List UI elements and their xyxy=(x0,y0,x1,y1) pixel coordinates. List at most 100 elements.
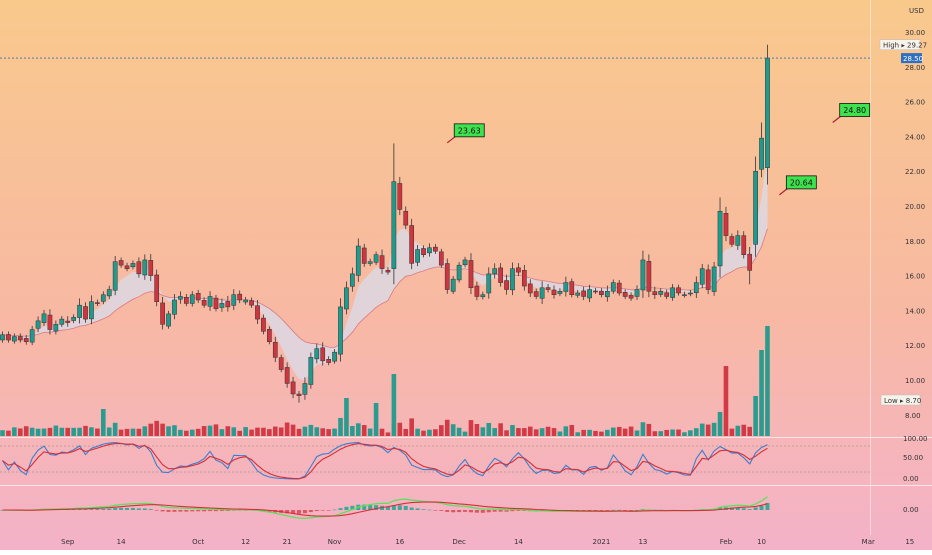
volume-bar xyxy=(350,425,355,436)
candle-body xyxy=(427,247,432,254)
candle xyxy=(326,356,331,366)
volume-bar xyxy=(628,426,634,436)
candle xyxy=(237,290,243,304)
candle xyxy=(290,376,296,399)
volume-bar xyxy=(575,432,581,436)
candle xyxy=(201,297,207,308)
candle-body xyxy=(741,235,747,255)
volume-bar xyxy=(124,428,130,436)
volume-bar xyxy=(379,428,385,436)
candle xyxy=(59,316,65,327)
macd-hist-bar xyxy=(385,506,390,510)
macd-hist-bar xyxy=(409,507,414,510)
y-tick-label: 14.00 xyxy=(905,307,925,315)
candle xyxy=(154,269,160,307)
candle-body xyxy=(723,213,729,236)
macd-hist-bar xyxy=(166,510,171,512)
macd-hist-bar xyxy=(196,510,201,512)
candle-body xyxy=(682,294,687,296)
indicator-tick-label: 50.00 xyxy=(903,454,923,462)
candle-body xyxy=(278,357,284,370)
macd-hist-bar xyxy=(581,510,586,511)
candle-body xyxy=(213,297,219,309)
candle-body xyxy=(243,299,248,303)
candle-body xyxy=(533,291,539,297)
x-tick-label: 10 xyxy=(757,538,766,546)
candle xyxy=(118,257,124,268)
candle-body xyxy=(587,289,592,299)
candle-body xyxy=(379,255,385,269)
candle-body xyxy=(124,265,130,269)
volume-bar xyxy=(314,427,320,436)
candle-body xyxy=(189,294,195,304)
candle-body xyxy=(545,287,551,290)
macd-hist-bar xyxy=(297,510,301,514)
candle-body xyxy=(255,305,260,320)
candle-body xyxy=(267,329,272,342)
candle xyxy=(646,254,652,298)
candle xyxy=(652,286,658,299)
candle-body xyxy=(41,313,47,323)
y-tick-label: 10.00 xyxy=(905,377,925,385)
macd-hist-bar xyxy=(219,510,224,512)
candle-body xyxy=(118,260,124,266)
macd-hist-bar xyxy=(397,505,402,510)
candle-body xyxy=(415,249,420,263)
candle-body xyxy=(693,282,699,294)
candle-body xyxy=(551,289,557,295)
candle-body xyxy=(130,263,136,268)
volume-bar xyxy=(136,428,142,436)
candle xyxy=(468,253,474,295)
macd-hist-bar xyxy=(718,507,723,510)
x-tick-label: 14 xyxy=(514,538,523,546)
y-tick-label: 20.00 xyxy=(905,203,925,211)
candle-body xyxy=(670,287,675,298)
x-tick-label: Nov xyxy=(328,538,342,546)
candle-body xyxy=(486,273,492,294)
macd-hist-bar xyxy=(617,509,622,511)
volume-bar xyxy=(373,403,379,436)
candle xyxy=(355,238,361,282)
candle-body xyxy=(373,254,379,263)
candle xyxy=(765,44,770,185)
volume-bar xyxy=(403,428,409,436)
y-tick-label: 26.00 xyxy=(905,99,925,107)
candle-body xyxy=(433,246,438,252)
macd-hist-bar xyxy=(635,509,640,511)
candle xyxy=(272,336,278,363)
volume-bar xyxy=(332,428,337,436)
volume-bar xyxy=(23,426,29,436)
volume-bar xyxy=(593,430,598,436)
macd-hist-bar xyxy=(89,509,94,510)
volume-bar xyxy=(178,429,183,436)
volume-bar xyxy=(610,427,616,436)
candle xyxy=(332,349,337,364)
candle xyxy=(521,264,527,291)
candle xyxy=(379,249,385,274)
macd-hist-bar xyxy=(391,505,396,510)
candle-body xyxy=(332,351,337,362)
volume-bar xyxy=(326,429,331,436)
candle xyxy=(462,256,468,268)
macd-hist-bar xyxy=(575,510,580,511)
volume-bar xyxy=(462,431,468,436)
candle xyxy=(41,309,47,327)
callout-label: 20.64 xyxy=(790,178,813,187)
volume-bar xyxy=(89,427,94,436)
time-axis[interactable]: Sep 14 Oct 12 21 Nov 16 Dec 14 2021 13 Feb 10 Mar 15 xyxy=(61,538,914,546)
volume-bar xyxy=(492,428,497,436)
stochastic-pane xyxy=(0,441,870,480)
price-axis[interactable]: 30.00 28.00 26.00 24.00 22.00 20.00 18.00 16.00… xyxy=(879,29,928,514)
candle-body xyxy=(296,393,302,396)
macd-signal-line xyxy=(2,501,768,517)
candle xyxy=(148,254,154,282)
callout-box xyxy=(453,123,485,138)
candle xyxy=(261,314,266,335)
candle xyxy=(527,279,533,298)
candle xyxy=(373,251,379,265)
currency-label: USD xyxy=(909,7,924,15)
macd-hist-bar xyxy=(587,510,592,511)
macd-hist-bar xyxy=(291,510,296,514)
macd-hist-bar xyxy=(184,510,189,512)
